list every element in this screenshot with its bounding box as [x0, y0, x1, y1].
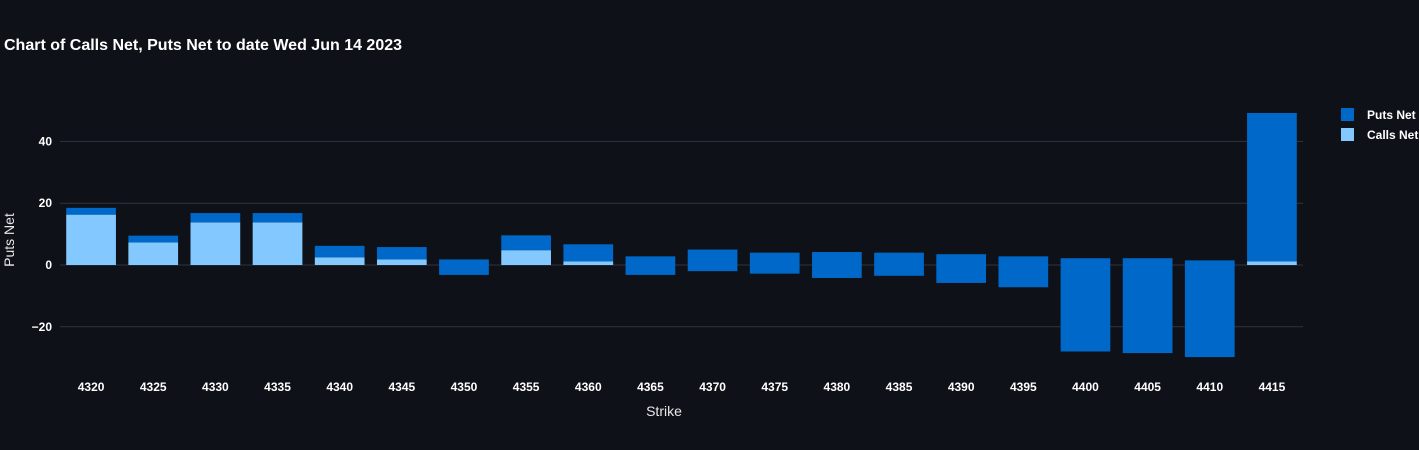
x-tick-label: 4360 — [575, 380, 602, 394]
x-tick-label: 4395 — [1010, 380, 1037, 394]
y-tick-label: 40 — [39, 134, 53, 148]
bar-puts-net[interactable] — [625, 256, 676, 265]
gridlines — [60, 140, 1303, 328]
y-tick-label: 0 — [45, 258, 52, 272]
x-tick-label: 4325 — [140, 380, 167, 394]
bar-puts-net[interactable] — [749, 265, 800, 274]
x-tick-label: 4385 — [886, 380, 913, 394]
bar-puts-net[interactable] — [439, 265, 489, 275]
bar-puts-net[interactable] — [812, 265, 862, 278]
bar-puts-net[interactable] — [812, 252, 862, 265]
bar-puts-net[interactable] — [1060, 265, 1111, 352]
bars — [66, 112, 1297, 358]
bar-puts-net[interactable] — [1060, 258, 1111, 265]
bar-puts-net[interactable] — [1122, 258, 1173, 265]
legend-label[interactable]: Puts Net — [1367, 108, 1416, 122]
bar-puts-net[interactable] — [687, 265, 738, 272]
bar-puts-net[interactable] — [936, 254, 987, 265]
x-tick-label: 4415 — [1259, 380, 1286, 394]
bar-puts-net[interactable] — [687, 249, 738, 265]
bar-calls-net[interactable] — [501, 250, 551, 265]
x-ticks: 4320 4325 4330 4335 4340 4345 4350 4355 4360 4365… — [78, 380, 1286, 394]
x-tick-label: 4410 — [1196, 380, 1223, 394]
x-tick-label: 4330 — [202, 380, 229, 394]
bar-puts-net[interactable] — [439, 259, 489, 265]
x-tick-label: 4390 — [948, 380, 975, 394]
bar-puts-net[interactable] — [128, 235, 179, 243]
chart-title: Chart of Calls Net, Puts Net to date Wed… — [4, 37, 402, 54]
x-tick-label: 4380 — [824, 380, 851, 394]
x-tick-label: 4370 — [699, 380, 726, 394]
x-tick-label: 4355 — [513, 380, 540, 394]
x-tick-label: 4375 — [761, 380, 788, 394]
y-axis-label: Puts Net — [1, 213, 17, 267]
bar-puts-net[interactable] — [625, 265, 676, 275]
bar-calls-net[interactable] — [190, 222, 241, 265]
x-tick-label: 4340 — [326, 380, 353, 394]
x-tick-label: 4400 — [1072, 380, 1099, 394]
x-tick-label: 4320 — [78, 380, 105, 394]
bar-puts-net[interactable] — [1184, 265, 1235, 358]
bar-puts-net[interactable] — [998, 265, 1049, 288]
bar-calls-net[interactable] — [376, 259, 427, 265]
bar-puts-net[interactable] — [1184, 260, 1235, 265]
bar-calls-net[interactable] — [314, 257, 365, 265]
bar-puts-net[interactable] — [190, 213, 241, 223]
bar-puts-net[interactable] — [1247, 112, 1297, 262]
bar-puts-net[interactable] — [376, 247, 427, 260]
x-tick-label: 4350 — [451, 380, 478, 394]
bar-puts-net[interactable] — [66, 207, 116, 215]
y-ticks: −20 0 20 40 — [32, 134, 53, 333]
legend-label[interactable]: Calls Net — [1367, 128, 1418, 142]
bar-puts-net[interactable] — [874, 265, 924, 276]
y-tick-label: 20 — [39, 196, 53, 210]
x-tick-label: 4345 — [388, 380, 415, 394]
legend-swatch[interactable] — [1341, 108, 1354, 121]
y-tick-label: −20 — [32, 320, 53, 334]
bar-calls-net[interactable] — [1247, 261, 1297, 265]
bar-calls-net[interactable] — [252, 222, 303, 265]
bar-puts-net[interactable] — [563, 244, 614, 262]
bar-calls-net[interactable] — [563, 261, 614, 265]
bar-puts-net[interactable] — [874, 252, 924, 265]
x-tick-label: 4365 — [637, 380, 664, 394]
legend-swatch[interactable] — [1341, 128, 1354, 141]
bar-puts-net[interactable] — [749, 252, 800, 265]
bar-puts-net[interactable] — [1122, 265, 1173, 354]
bar-puts-net[interactable] — [252, 213, 303, 223]
legend[interactable]: Puts Net Calls Net — [1341, 108, 1418, 142]
bar-calls-net[interactable] — [128, 242, 179, 265]
x-tick-label: 4405 — [1134, 380, 1161, 394]
bar-calls-net[interactable] — [66, 214, 116, 265]
bar-puts-net[interactable] — [314, 245, 365, 258]
bar-puts-net[interactable] — [936, 265, 987, 283]
x-axis-label: Strike — [646, 403, 682, 419]
x-tick-label: 4335 — [264, 380, 291, 394]
bar-puts-net[interactable] — [998, 256, 1049, 265]
bar-puts-net[interactable] — [501, 235, 551, 251]
